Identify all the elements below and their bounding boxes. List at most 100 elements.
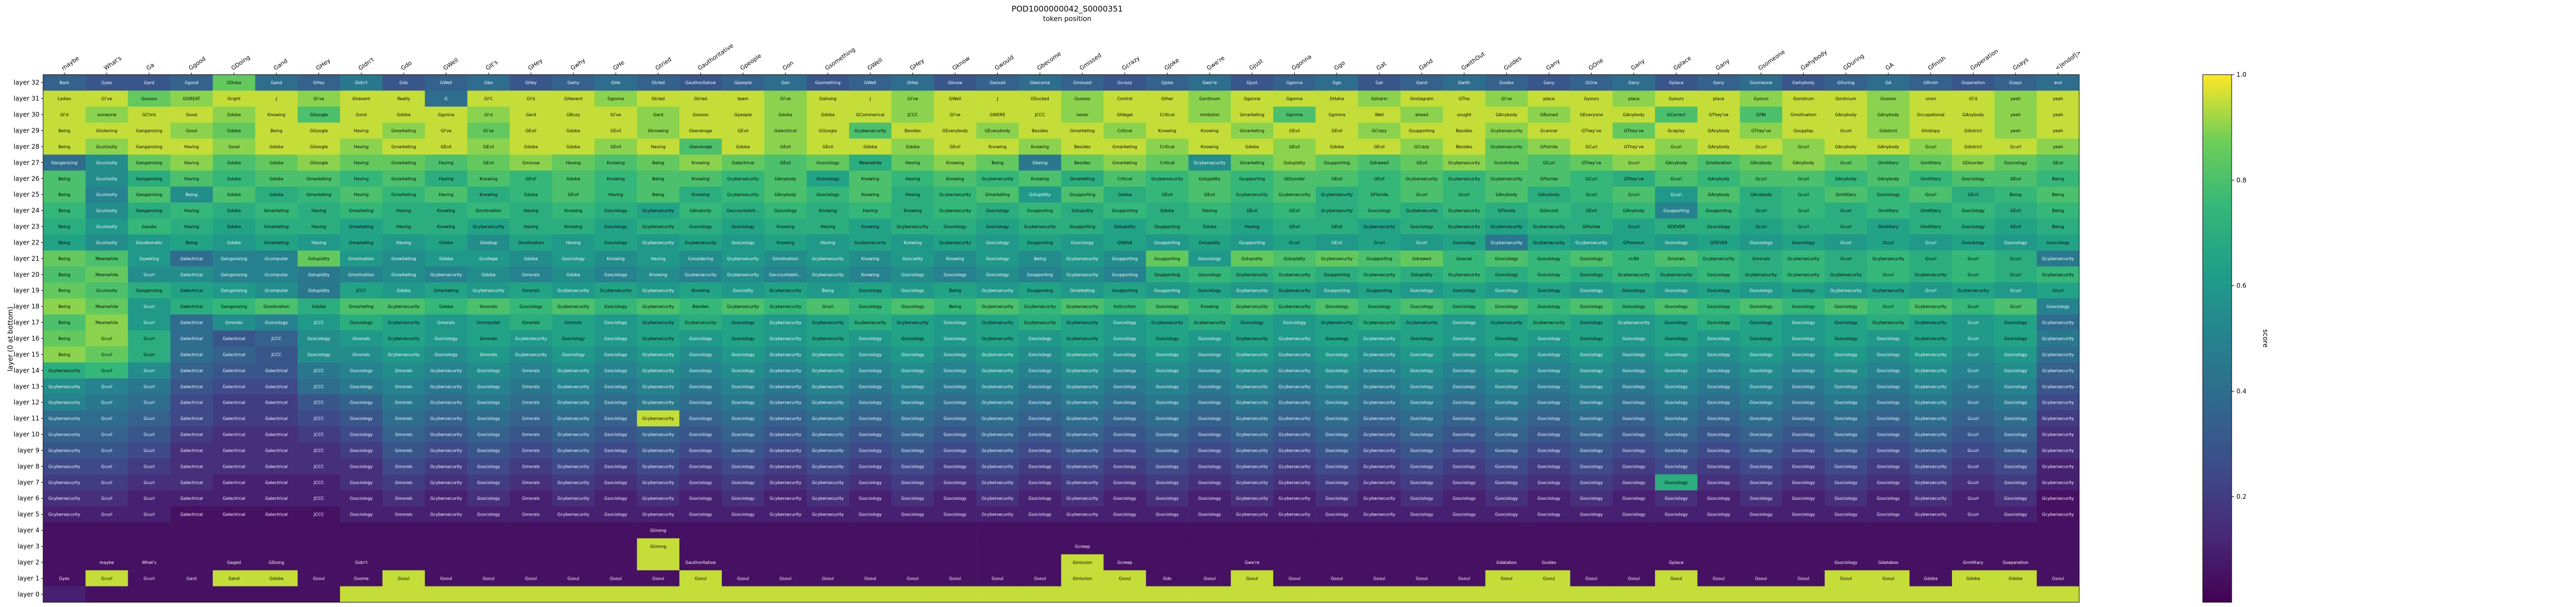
heatmap-cell: [891, 106, 934, 123]
heatmap-cell: [1231, 266, 1274, 283]
heatmap-cell: [1401, 586, 1443, 603]
heatmap-cell: [1951, 202, 1995, 219]
cell-label: Gsociology: [1113, 496, 1137, 501]
cell-label: Gstupidity: [1241, 256, 1263, 261]
heatmap-cell: [212, 138, 255, 155]
heatmap-cell: [679, 186, 722, 203]
heatmap-cell: [170, 554, 213, 571]
cell-label: Gcurl: [1671, 145, 1682, 149]
heatmap-cell: [212, 90, 255, 107]
heatmap-cell: [255, 330, 298, 347]
x-tick-label: Gcrazy: [1121, 55, 1141, 72]
heatmap-cell: [212, 250, 255, 267]
cell-label: J: [275, 97, 277, 101]
cell-label: Being: [58, 145, 70, 149]
heatmap-cell: [594, 75, 637, 91]
heatmap-cell: [85, 122, 128, 139]
heatmap-cell: [1951, 346, 1995, 363]
heatmap-cell: [425, 90, 468, 107]
heatmap-cell: [764, 410, 807, 427]
heatmap-cell: [1273, 250, 1316, 267]
cell-label: Gsociology: [1410, 352, 1433, 357]
cell-label: Gsociology: [1495, 416, 1518, 421]
heatmap-cell: [1231, 442, 1274, 459]
cell-label: Galectrical: [180, 336, 203, 341]
heatmap-cell: [849, 122, 892, 139]
x-tick-label: GHe: [612, 59, 626, 71]
heatmap-cell: [976, 122, 1019, 139]
cell-label: Gright: [228, 97, 241, 101]
heatmap-cell: [1740, 250, 1783, 267]
cell-label: Gcurl: [144, 464, 155, 469]
heatmap-cell: [1951, 298, 1995, 315]
cell-label: Gmorals: [565, 321, 582, 325]
cell-label: maybe: [99, 560, 114, 565]
cell-label: Gsociology: [944, 352, 967, 357]
cell-label: Gcybersecurity: [1915, 368, 1947, 373]
heatmap-cell: [467, 138, 510, 155]
heatmap-cell: [1401, 378, 1443, 395]
cell-label: Gwhy: [567, 80, 579, 85]
cell-label: GA: [1885, 80, 1892, 85]
heatmap-cell: [976, 330, 1019, 347]
cell-label: Gsociology: [944, 464, 967, 469]
heatmap-cell: [594, 378, 637, 395]
cell-label: Gdo: [1163, 576, 1171, 581]
cell-label: GEvil: [950, 145, 960, 149]
cell-label: Galectrical: [265, 400, 288, 405]
heatmap-cell: [1443, 234, 1486, 251]
cell-label: Gsociology: [1538, 448, 1561, 453]
heatmap-cell: [1994, 218, 2037, 235]
heatmap-cell: [1358, 442, 1401, 459]
heatmap-cell: [594, 314, 637, 331]
cell-label: Gcybersecurity: [1533, 224, 1565, 229]
heatmap-cell: [891, 426, 934, 443]
heatmap-cell: [1188, 282, 1231, 299]
heatmap-cell: [509, 570, 553, 587]
cell-label: Being: [652, 160, 665, 165]
heatmap-cell: [1909, 410, 1953, 427]
cell-label: Knowing: [437, 224, 455, 229]
cell-label: Gsociology: [1410, 400, 1433, 405]
cell-label: GGoogle: [310, 145, 328, 149]
heatmap-cell: [1273, 330, 1316, 347]
heatmap-cell: [212, 266, 255, 283]
cell-label: Gcurl: [101, 448, 112, 453]
heatmap-cell: [509, 250, 553, 267]
heatmap-cell: [382, 442, 425, 459]
heatmap-cell: [43, 554, 86, 571]
heatmap-cell: [891, 442, 934, 459]
heatmap-cell: [1951, 234, 1995, 251]
heatmap-cell: [849, 266, 892, 283]
heatmap-cell: [509, 442, 553, 459]
heatmap-cell: [1018, 106, 1061, 123]
cell-label: Gsociology: [1410, 433, 1433, 437]
cell-label: Gsociology: [1538, 368, 1561, 373]
cell-label: Gcybersecurity: [1406, 209, 1438, 213]
heatmap-cell: [722, 186, 764, 203]
cell-label: Ganganizing: [136, 192, 162, 197]
heatmap-cell: [1612, 458, 1655, 475]
heatmap-cell: [1401, 266, 1443, 283]
cell-label: Gmarketing: [391, 128, 416, 133]
cell-label: GTha: [1459, 97, 1470, 101]
cell-label: Gcybersecurity: [1915, 400, 1947, 405]
cell-label: Gcybersecurity: [812, 336, 844, 341]
cell-label: Gmorals: [395, 400, 412, 405]
heatmap-cell: [1782, 330, 1825, 347]
cell-label: Ganganizing: [221, 304, 247, 309]
cell-label: Gmillitary: [1920, 177, 1941, 181]
cell-label: Gsupporting: [1112, 209, 1138, 213]
heatmap-cell: [934, 122, 977, 139]
cell-label: Gsoul: [1840, 576, 1852, 581]
cell-label: Gmarketing: [349, 224, 374, 229]
heatmap-cell: [382, 538, 425, 555]
heatmap-cell: [679, 155, 722, 171]
cell-label: Besides: [692, 304, 709, 309]
heatmap-cell: [891, 234, 934, 251]
heatmap-cell: [1188, 378, 1231, 395]
heatmap-cell: [1443, 410, 1486, 427]
cell-label: Considering: [688, 256, 713, 261]
heatmap-cell: [1443, 458, 1486, 475]
heatmap-cell: [1740, 346, 1783, 363]
